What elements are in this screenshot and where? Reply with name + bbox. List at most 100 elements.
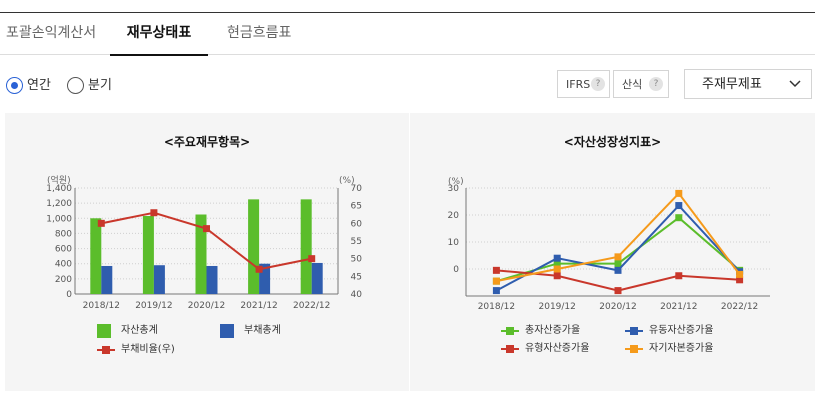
data-point — [492, 287, 500, 295]
bar — [300, 199, 312, 294]
bar — [206, 265, 218, 294]
x-tick-label: 2020/12 — [599, 302, 636, 312]
data-point — [203, 225, 210, 233]
legend-label: 유형자산증가율 — [525, 343, 590, 354]
x-tick-label: 2022/12 — [721, 302, 758, 312]
data-point — [492, 266, 500, 274]
y2-tick-label: 45 — [351, 272, 362, 282]
asset-growth-chart: (%)30 20 10 0 2018/12 2019/12 2020/12 2021/12 20… — [448, 177, 770, 312]
y-tick-label: 30 — [448, 184, 460, 194]
y2-tick-label: 55 — [351, 237, 362, 247]
data-point — [614, 266, 622, 274]
y-tick-label: 200 — [55, 275, 72, 285]
x-tick-label: 2018/12 — [478, 302, 515, 312]
legend-label: 총자산증가율 — [525, 325, 581, 336]
legend-label: 자기자본증가율 — [649, 343, 714, 354]
radio-annual[interactable]: 연간 — [6, 76, 61, 96]
statement-tabs: 포괄손익계산서 재무상태표 현금흐름표 — [0, 13, 815, 56]
legend-marker — [630, 345, 638, 353]
y-tick-label: 0 — [453, 265, 459, 275]
x-tick-label: 2020/12 — [188, 301, 225, 311]
data-point — [614, 260, 622, 268]
legend-label: 부채비율(우) — [121, 344, 175, 355]
radio-quarterly-label: 분기 — [88, 78, 112, 93]
data-point — [614, 253, 622, 261]
legend-label: 부채총계 — [244, 325, 281, 336]
y-tick-label: 10 — [448, 238, 460, 248]
chart-title: <주요재무항목> — [163, 135, 251, 149]
data-point — [675, 214, 683, 222]
legend-swatch — [220, 324, 234, 338]
left-axis-unit: (억원) — [47, 174, 71, 186]
bar — [259, 263, 271, 294]
key-financials-chart: (억원) (%) 1,400 1,200 1,000 800 600 400 200 0 70 65 6… — [46, 174, 363, 311]
ifrs-help-button[interactable]: IFRS ? — [557, 70, 610, 98]
data-point — [553, 260, 561, 268]
y-tick-label: 1,000 — [46, 214, 72, 224]
bar — [153, 265, 165, 294]
legend-marker — [506, 327, 514, 335]
statement-type-value: 주재무제표 — [702, 77, 762, 92]
data-point — [255, 265, 263, 273]
legend-label: 자산총계 — [121, 325, 158, 336]
legend-swatch — [97, 324, 111, 338]
radio-quarterly[interactable]: 분기 — [67, 76, 122, 96]
legend-marker — [506, 345, 514, 353]
data-point — [675, 272, 683, 280]
y2-tick-label: 50 — [351, 255, 363, 265]
tab-income-statement[interactable]: 포괄손익계산서 — [6, 25, 97, 41]
top-divider — [0, 12, 815, 13]
radio-annual-label: 연간 — [27, 78, 51, 93]
data-point — [614, 287, 622, 295]
formula-label: 산식 — [622, 78, 643, 91]
x-tick-label: 2021/12 — [660, 302, 697, 312]
legend-marker — [102, 346, 110, 354]
data-point — [492, 277, 500, 285]
right-axis-unit: (%) — [339, 176, 355, 186]
y2-tick-label: 40 — [351, 290, 363, 300]
tab-balance-sheet[interactable]: 재무상태표 — [110, 13, 208, 56]
y-tick-label: 1,200 — [46, 199, 72, 209]
data-point — [736, 270, 744, 278]
x-tick-label: 2021/12 — [240, 301, 277, 311]
radio-annual-dot[interactable] — [6, 77, 23, 94]
y2-tick-label: 70 — [351, 184, 363, 194]
y-tick-label: 1,400 — [46, 184, 72, 194]
y-tick-label: 400 — [55, 260, 72, 270]
y-tick-label: 0 — [66, 290, 72, 300]
legend-marker — [630, 327, 638, 335]
y2-tick-label: 65 — [351, 202, 362, 212]
x-tick-label: 2018/12 — [83, 301, 120, 311]
data-point — [675, 202, 683, 210]
tab-cash-flow[interactable]: 현금흐름표 — [227, 25, 292, 41]
chevron-down-icon — [789, 78, 801, 93]
x-tick-label: 2019/12 — [135, 301, 172, 311]
data-point — [553, 272, 561, 280]
bar — [90, 218, 102, 294]
legend-label: 유동자산증가율 — [649, 325, 714, 336]
bar — [311, 262, 323, 294]
statement-type-dropdown[interactable]: 주재무제표 — [684, 69, 812, 99]
data-point — [736, 276, 744, 284]
y-tick-label: 20 — [448, 211, 460, 221]
help-icon: ? — [649, 77, 663, 91]
y-tick-label: 600 — [55, 245, 72, 255]
x-tick-label: 2022/12 — [293, 301, 330, 311]
y2-tick-label: 60 — [351, 219, 363, 229]
data-point — [553, 265, 561, 273]
bar — [195, 214, 207, 294]
data-point — [308, 255, 316, 263]
help-icon: ? — [591, 77, 605, 91]
formula-help-button[interactable]: 산식 ? — [613, 70, 669, 98]
ifrs-label: IFRS — [566, 78, 591, 91]
chart-title: <자산성장성지표> — [563, 135, 662, 149]
radio-quarterly-dot[interactable] — [67, 77, 84, 94]
bar — [142, 216, 154, 294]
y-tick-label: 800 — [55, 229, 72, 239]
data-point — [675, 189, 683, 197]
y-axis-unit: (%) — [448, 177, 464, 187]
key-financials-panel: <주요재무항목> (억원) (%) 1,400 1,200 1,000 800 600 400… — [5, 113, 409, 391]
x-tick-label: 2019/12 — [539, 302, 576, 312]
data-point — [97, 219, 105, 227]
bar — [101, 265, 113, 294]
